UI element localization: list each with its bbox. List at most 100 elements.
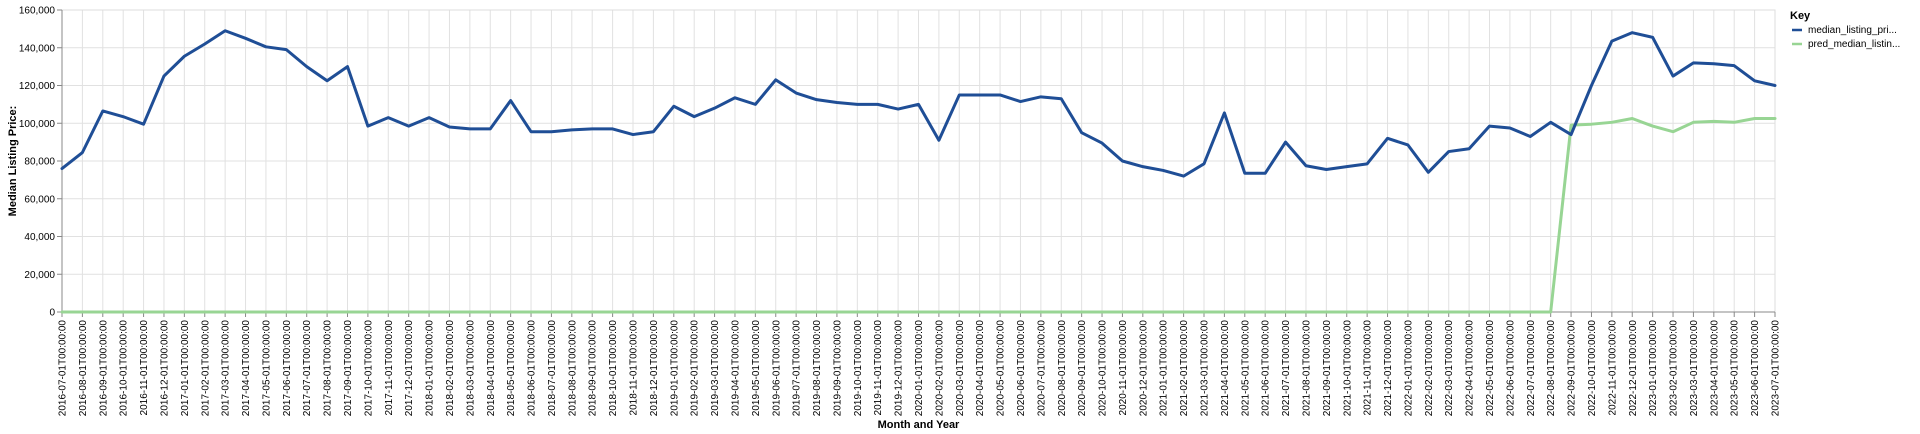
y-tick-label: 80,000 xyxy=(24,157,55,168)
x-tick-label: 2022-02-01T00:00:00 xyxy=(1424,320,1435,417)
y-tick-label: 140,000 xyxy=(19,43,56,54)
x-tick-label: 2016-07-01T00:00:00 xyxy=(58,320,69,417)
x-tick-label: 2021-10-01T00:00:00 xyxy=(1342,320,1353,417)
x-tick-label: 2020-03-01T00:00:00 xyxy=(955,320,966,417)
x-tick-label: 2021-08-01T00:00:00 xyxy=(1301,320,1312,417)
x-tick-label: 2016-11-01T00:00:00 xyxy=(139,320,150,416)
x-tick-label: 2020-09-01T00:00:00 xyxy=(1077,320,1088,417)
y-tick-label: 20,000 xyxy=(24,270,55,281)
x-tick-label: 2017-04-01T00:00:00 xyxy=(241,320,252,417)
x-axis: 2016-07-01T00:00:00 2016-08-01T00:00:00 20… xyxy=(58,311,1782,417)
y-tick-label: 60,000 xyxy=(24,194,55,205)
x-tick-label: 2022-10-01T00:00:00 xyxy=(1587,320,1598,417)
x-tick-label: 2018-08-01T00:00:00 xyxy=(567,320,578,417)
x-tick-label: 2017-01-01T00:00:00 xyxy=(180,320,191,417)
x-tick-label: 2017-12-01T00:00:00 xyxy=(404,320,415,417)
y-tick-label: 100,000 xyxy=(19,119,56,130)
legend: Key median_listing_pri... pred_median_li… xyxy=(1790,10,1900,50)
x-tick-label: 2022-04-01T00:00:00 xyxy=(1465,320,1476,417)
x-tick-label: 2019-04-01T00:00:00 xyxy=(730,320,741,417)
x-tick-label: 2018-01-01T00:00:00 xyxy=(425,320,436,417)
x-tick-label: 2021-11-01T00:00:00 xyxy=(1363,320,1374,416)
x-tick-label: 2019-06-01T00:00:00 xyxy=(771,320,782,417)
x-tick-label: 2016-09-01T00:00:00 xyxy=(98,320,109,417)
x-tick-label: 2016-08-01T00:00:00 xyxy=(78,320,89,417)
y-tick-label: 160,000 xyxy=(19,6,56,17)
x-tick-label: 2021-04-01T00:00:00 xyxy=(1220,320,1231,417)
x-tick-label: 2017-10-01T00:00:00 xyxy=(363,320,374,417)
x-tick-label: 2020-08-01T00:00:00 xyxy=(1057,320,1068,417)
x-tick-label: 2021-05-01T00:00:00 xyxy=(1240,320,1251,417)
x-tick-label: 2022-11-01T00:00:00 xyxy=(1607,320,1618,416)
x-tick-label: 2018-02-01T00:00:00 xyxy=(445,320,456,417)
x-tick-label: 2017-05-01T00:00:00 xyxy=(261,320,272,417)
x-tick-label: 2019-11-01T00:00:00 xyxy=(873,320,884,416)
x-tick-label: 2019-10-01T00:00:00 xyxy=(853,320,864,417)
x-tick-label: 2021-09-01T00:00:00 xyxy=(1322,320,1333,417)
gridlines xyxy=(61,9,1776,313)
x-tick-label: 2017-08-01T00:00:00 xyxy=(323,320,334,417)
x-tick-label: 2018-04-01T00:00:00 xyxy=(486,320,497,417)
x-tick-label: 2020-06-01T00:00:00 xyxy=(1016,320,1027,417)
x-tick-label: 2023-01-01T00:00:00 xyxy=(1648,320,1659,417)
y-tick-label: 120,000 xyxy=(19,81,56,92)
x-tick-label: 2019-12-01T00:00:00 xyxy=(894,320,905,417)
legend-label-median-listing-price: median_listing_pri... xyxy=(1808,25,1897,36)
x-tick-label: 2019-09-01T00:00:00 xyxy=(832,320,843,417)
x-tick-label: 2018-07-01T00:00:00 xyxy=(547,320,558,417)
x-tick-label: 2023-02-01T00:00:00 xyxy=(1669,320,1680,417)
x-tick-label: 2020-12-01T00:00:00 xyxy=(1138,320,1149,417)
x-tick-label: 2020-10-01T00:00:00 xyxy=(1098,320,1109,417)
x-tick-label: 2023-05-01T00:00:00 xyxy=(1730,320,1741,417)
x-tick-label: 2019-08-01T00:00:00 xyxy=(812,320,823,417)
x-tick-label: 2019-03-01T00:00:00 xyxy=(710,320,721,417)
x-tick-label: 2023-06-01T00:00:00 xyxy=(1750,320,1761,417)
x-tick-label: 2022-07-01T00:00:00 xyxy=(1526,320,1537,417)
x-tick-label: 2022-09-01T00:00:00 xyxy=(1567,320,1578,417)
x-tick-label: 2022-08-01T00:00:00 xyxy=(1546,320,1557,417)
x-tick-label: 2022-12-01T00:00:00 xyxy=(1628,320,1639,417)
x-tick-label: 2021-01-01T00:00:00 xyxy=(1159,320,1170,417)
x-tick-label: 2022-03-01T00:00:00 xyxy=(1444,320,1455,417)
x-tick-label: 2022-01-01T00:00:00 xyxy=(1403,320,1414,417)
x-axis-title: Month and Year xyxy=(878,419,960,431)
x-tick-label: 2020-07-01T00:00:00 xyxy=(1036,320,1047,417)
x-tick-label: 2017-06-01T00:00:00 xyxy=(282,320,293,417)
x-tick-label: 2018-12-01T00:00:00 xyxy=(649,320,660,417)
x-tick-label: 2022-06-01T00:00:00 xyxy=(1505,320,1516,417)
x-tick-label: 2021-02-01T00:00:00 xyxy=(1179,320,1190,417)
x-tick-label: 2016-12-01T00:00:00 xyxy=(159,320,170,417)
x-tick-label: 2017-11-01T00:00:00 xyxy=(384,320,395,416)
x-tick-label: 2017-02-01T00:00:00 xyxy=(200,320,211,417)
x-tick-label: 2021-12-01T00:00:00 xyxy=(1383,320,1394,417)
x-tick-label: 2020-05-01T00:00:00 xyxy=(996,320,1007,417)
x-tick-label: 2018-09-01T00:00:00 xyxy=(588,320,599,417)
x-tick-label: 2019-02-01T00:00:00 xyxy=(690,320,701,417)
y-axis: 0 20,000 40,000 60,000 80,000 100,000 120,000 1… xyxy=(19,6,63,319)
x-tick-label: 2021-03-01T00:00:00 xyxy=(1200,320,1211,417)
x-tick-label: 2020-04-01T00:00:00 xyxy=(975,320,986,417)
y-tick-label: 0 xyxy=(49,308,55,319)
x-tick-label: 2019-05-01T00:00:00 xyxy=(751,320,762,417)
x-tick-label: 2020-11-01T00:00:00 xyxy=(1118,320,1129,416)
x-tick-label: 2016-10-01T00:00:00 xyxy=(119,320,130,417)
x-tick-label: 2018-11-01T00:00:00 xyxy=(629,320,640,416)
x-tick-label: 2021-06-01T00:00:00 xyxy=(1261,320,1272,417)
x-tick-label: 2020-01-01T00:00:00 xyxy=(914,320,925,417)
x-tick-label: 2017-07-01T00:00:00 xyxy=(302,320,313,417)
y-tick-label: 40,000 xyxy=(24,232,55,243)
series-line-pred-median-listing-price xyxy=(60,117,1777,314)
x-tick-label: 2023-07-01T00:00:00 xyxy=(1771,320,1782,417)
x-tick-label: 2023-03-01T00:00:00 xyxy=(1689,320,1700,417)
x-tick-label: 2020-02-01T00:00:00 xyxy=(934,320,945,417)
x-tick-label: 2022-05-01T00:00:00 xyxy=(1485,320,1496,417)
x-tick-label: 2017-09-01T00:00:00 xyxy=(343,320,354,417)
x-tick-label: 2021-07-01T00:00:00 xyxy=(1281,320,1292,417)
x-tick-label: 2018-10-01T00:00:00 xyxy=(608,320,619,417)
x-tick-label: 2019-01-01T00:00:00 xyxy=(669,320,680,417)
x-tick-label: 2019-07-01T00:00:00 xyxy=(792,320,803,417)
series-lines xyxy=(60,29,1777,314)
x-tick-label: 2018-05-01T00:00:00 xyxy=(506,320,517,417)
x-tick-label: 2023-04-01T00:00:00 xyxy=(1709,320,1720,417)
